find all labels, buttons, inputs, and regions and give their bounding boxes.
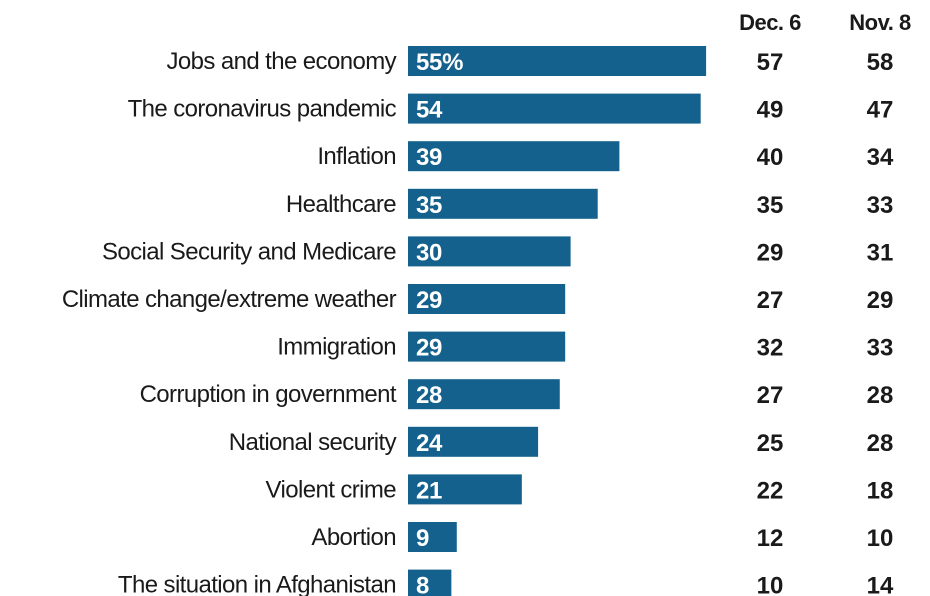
comparison-value: 28 xyxy=(867,430,894,457)
comparison-value: 33 xyxy=(867,192,894,219)
category-label: The coronavirus pandemic xyxy=(128,96,397,123)
bar xyxy=(408,426,539,457)
comparison-value: 28 xyxy=(867,382,894,409)
bar xyxy=(408,474,522,505)
bar xyxy=(408,141,620,172)
category-label: Abortion xyxy=(311,524,396,551)
category-label: Jobs and the economy xyxy=(167,48,397,75)
comparison-value: 35 xyxy=(757,192,784,219)
bar-value-label: 28 xyxy=(416,382,442,409)
category-label: Corruption in government xyxy=(140,381,397,408)
bar-value-label: 21 xyxy=(416,477,442,504)
comparison-value: 29 xyxy=(867,287,894,314)
comparison-value: 31 xyxy=(867,239,894,266)
comparison-value: 27 xyxy=(757,287,784,314)
comparison-value: 22 xyxy=(757,477,784,504)
bar-value-label: 55% xyxy=(416,49,463,76)
category-label: The situation in Afghanistan xyxy=(118,572,396,596)
bar xyxy=(408,284,566,314)
comparison-value: 32 xyxy=(757,335,784,362)
bar xyxy=(408,522,457,552)
comparison-value: 47 xyxy=(867,97,894,124)
bar-value-label: 29 xyxy=(416,287,442,314)
bar-value-label: 8 xyxy=(416,573,429,596)
comparison-value: 10 xyxy=(867,525,894,552)
bar xyxy=(408,331,566,362)
comparison-value: 34 xyxy=(867,144,894,171)
category-label: Violent crime xyxy=(266,476,397,503)
comparison-value: 29 xyxy=(757,239,784,266)
bar-value-label: 29 xyxy=(416,335,442,362)
category-label: Social Security and Medicare xyxy=(102,238,396,265)
comparison-value: 40 xyxy=(757,144,784,171)
comparison-value: 27 xyxy=(757,382,784,409)
comparison-value: 57 xyxy=(757,49,784,76)
comparison-value: 49 xyxy=(757,97,784,124)
category-label: Inflation xyxy=(317,143,396,170)
comparison-value: 33 xyxy=(867,335,894,362)
bar xyxy=(408,46,707,76)
bar xyxy=(408,379,560,410)
comparison-value: 14 xyxy=(867,573,894,596)
bar xyxy=(408,236,571,267)
bar-value-label: 54 xyxy=(416,97,443,124)
category-label: National security xyxy=(229,429,397,456)
category-label: Climate change/extreme weather xyxy=(62,286,397,313)
comparison-value: 18 xyxy=(867,477,894,504)
category-label: Immigration xyxy=(277,334,396,361)
comparison-value: 10 xyxy=(757,573,784,596)
bar xyxy=(408,569,452,596)
column-header-1: Dec. 6 xyxy=(739,10,801,35)
comparison-value: 25 xyxy=(757,430,784,457)
bar-value-label: 39 xyxy=(416,144,442,171)
comparison-value: 12 xyxy=(757,525,784,552)
bar xyxy=(408,93,701,124)
bar-value-label: 35 xyxy=(416,192,442,219)
bar-value-label: 30 xyxy=(416,239,442,266)
bar-value-label: 9 xyxy=(416,525,429,552)
bar-value-label: 24 xyxy=(416,430,443,457)
bar xyxy=(408,188,598,219)
comparison-value: 58 xyxy=(867,49,894,76)
column-header-2: Nov. 8 xyxy=(849,10,911,35)
category-label: Healthcare xyxy=(286,191,396,218)
